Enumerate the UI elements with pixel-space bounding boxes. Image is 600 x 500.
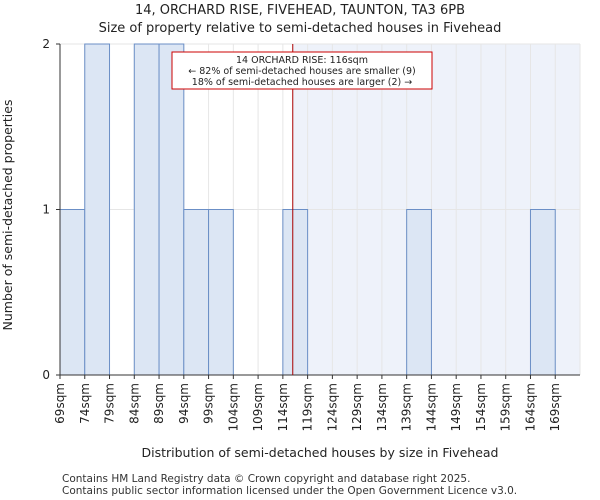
- y-tick-label: 2: [42, 37, 50, 51]
- bar: [158, 43, 185, 376]
- x-tick-label: 159sqm: [499, 383, 513, 431]
- footer-licence: Contains public sector information licen…: [62, 485, 518, 497]
- x-tick-label: 114sqm: [276, 383, 290, 431]
- bar: [59, 209, 86, 376]
- bar: [84, 43, 111, 376]
- y-axis-label: Number of semi-detached properties: [0, 100, 15, 331]
- chart-title: Size of property relative to semi-detach…: [98, 21, 502, 36]
- bar: [406, 209, 432, 376]
- bar: [133, 43, 160, 376]
- x-tick-label: 119sqm: [301, 383, 315, 431]
- annotation-larger: 18% of semi-detached houses are larger (…: [192, 77, 412, 88]
- x-tick-label: 169sqm: [548, 383, 562, 431]
- annotation-box: [171, 51, 433, 90]
- x-tick-label: 69sqm: [53, 383, 67, 424]
- x-tick-label: 124sqm: [325, 383, 339, 431]
- x-tick-label: 129sqm: [350, 383, 364, 431]
- x-tick-label: 104sqm: [226, 383, 240, 431]
- bar: [529, 209, 556, 376]
- x-tick-label: 84sqm: [127, 383, 141, 424]
- annotation-smaller: ← 82% of semi-detached houses are smalle…: [188, 66, 416, 77]
- y-tick-label: 1: [42, 203, 50, 217]
- x-tick-label: 144sqm: [424, 383, 438, 431]
- x-tick-label: 139sqm: [400, 383, 414, 431]
- x-axis-label: Distribution of semi-detached houses by …: [142, 445, 499, 460]
- chart-title-address: 14, ORCHARD RISE, FIVEHEAD, TAUNTON, TA3…: [134, 3, 465, 18]
- x-tick-label: 79sqm: [103, 383, 117, 424]
- bar: [282, 209, 309, 376]
- bar: [208, 209, 234, 376]
- footer-copyright: Contains HM Land Registry data © Crown c…: [62, 473, 471, 485]
- bar: [183, 209, 210, 376]
- x-tick-label: 149sqm: [449, 383, 463, 431]
- x-tick-label: 99sqm: [202, 383, 216, 424]
- x-tick-label: 74sqm: [78, 383, 92, 424]
- x-tick-label: 89sqm: [152, 383, 166, 424]
- x-tick-label: 94sqm: [177, 383, 191, 424]
- x-tick-label: 134sqm: [375, 383, 389, 431]
- x-tick-label: 109sqm: [251, 383, 265, 431]
- y-tick-label: 0: [42, 368, 50, 382]
- x-tick-label: 154sqm: [474, 383, 488, 431]
- annotation-title: 14 ORCHARD RISE: 116sqm: [236, 55, 368, 66]
- x-tick-label: 164sqm: [523, 383, 537, 431]
